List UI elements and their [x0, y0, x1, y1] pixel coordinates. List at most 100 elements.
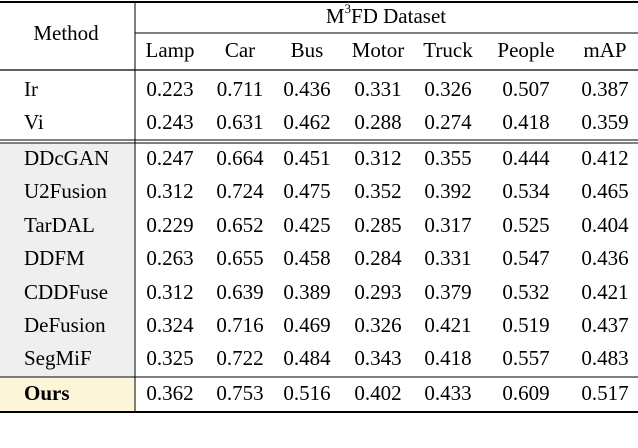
column-header: Bus	[291, 38, 324, 62]
method-name: DDcGAN	[24, 146, 109, 170]
score-cell: 0.418	[502, 110, 549, 134]
method-cell-bg	[0, 343, 135, 377]
score-cell: 0.317	[424, 213, 471, 237]
score-cell: 0.534	[502, 179, 550, 203]
score-cell: 0.418	[424, 346, 471, 370]
score-cell: 0.753	[216, 381, 263, 405]
score-cell: 0.465	[581, 179, 628, 203]
score-cell: 0.469	[283, 313, 330, 337]
score-cell: 0.722	[216, 346, 263, 370]
method-cell-bg	[0, 310, 135, 344]
dataset-prefix: M	[326, 4, 345, 28]
score-cell: 0.421	[581, 280, 628, 304]
score-cell: 0.532	[502, 280, 549, 304]
score-cell: 0.387	[581, 77, 628, 101]
score-cell: 0.326	[424, 77, 471, 101]
score-cell: 0.484	[283, 346, 331, 370]
score-cell: 0.519	[502, 313, 549, 337]
score-cell: 0.724	[216, 179, 264, 203]
score-cell: 0.437	[581, 313, 628, 337]
method-name: DDFM	[24, 246, 85, 270]
score-cell: 0.631	[216, 110, 263, 134]
method-name: TarDAL	[24, 213, 95, 237]
score-cell: 0.352	[354, 179, 401, 203]
score-cell: 0.475	[283, 179, 330, 203]
score-cell: 0.285	[354, 213, 401, 237]
method-cell-bg	[0, 144, 135, 177]
score-cell: 0.609	[502, 381, 549, 405]
score-cell: 0.229	[146, 213, 193, 237]
score-cell: 0.284	[354, 246, 402, 270]
column-header: Car	[225, 38, 255, 62]
method-name: Ir	[24, 77, 38, 101]
method-name: CDDFuse	[24, 280, 108, 304]
column-header: Lamp	[146, 38, 195, 62]
dataset-superscript: 3	[345, 1, 352, 16]
score-cell: 0.343	[354, 346, 401, 370]
score-cell: 0.223	[146, 77, 193, 101]
score-cell: 0.392	[424, 179, 471, 203]
method-cell-bg	[0, 176, 135, 210]
score-cell: 0.458	[283, 246, 330, 270]
method-name: U2Fusion	[24, 179, 107, 203]
score-cell: 0.652	[216, 213, 263, 237]
score-cell: 0.436	[283, 77, 330, 101]
column-header: Truck	[423, 38, 473, 62]
score-cell: 0.412	[581, 146, 628, 170]
method-cell-bg	[0, 277, 135, 311]
method-name: Ours	[24, 381, 70, 405]
score-cell: 0.312	[146, 280, 193, 304]
score-cell: 0.312	[146, 179, 193, 203]
score-cell: 0.483	[581, 346, 628, 370]
score-cell: 0.331	[354, 77, 401, 101]
score-cell: 0.247	[146, 146, 193, 170]
score-cell: 0.517	[581, 381, 628, 405]
score-cell: 0.324	[146, 313, 194, 337]
score-cell: 0.421	[424, 313, 471, 337]
score-cell: 0.389	[283, 280, 330, 304]
score-cell: 0.516	[283, 381, 330, 405]
column-header: mAP	[583, 38, 626, 62]
score-cell: 0.404	[581, 213, 629, 237]
score-cell: 0.664	[216, 146, 264, 170]
method-name: DeFusion	[24, 313, 106, 337]
score-cell: 0.716	[216, 313, 263, 337]
score-cell: 0.557	[502, 346, 549, 370]
score-cell: 0.451	[283, 146, 330, 170]
method-name: SegMiF	[24, 346, 92, 370]
score-cell: 0.362	[146, 381, 193, 405]
column-header: Motor	[352, 38, 405, 62]
score-cell: 0.243	[146, 110, 193, 134]
dataset-header: M3FD Dataset	[326, 1, 446, 28]
score-cell: 0.433	[424, 381, 471, 405]
score-cell: 0.274	[424, 110, 472, 134]
score-cell: 0.325	[146, 346, 193, 370]
method-cell-bg	[0, 243, 135, 277]
score-cell: 0.425	[283, 213, 330, 237]
method-name: Vi	[24, 110, 44, 134]
score-cell: 0.326	[354, 313, 401, 337]
column-header: People	[497, 38, 554, 62]
score-cell: 0.293	[354, 280, 401, 304]
score-cell: 0.312	[354, 146, 401, 170]
score-cell: 0.331	[424, 246, 471, 270]
score-cell: 0.402	[354, 381, 401, 405]
score-cell: 0.263	[146, 246, 193, 270]
score-cell: 0.379	[424, 280, 471, 304]
method-cell-bg	[0, 378, 135, 411]
dataset-suffix: FD Dataset	[351, 4, 446, 28]
score-cell: 0.436	[581, 246, 628, 270]
score-cell: 0.444	[502, 146, 550, 170]
score-cell: 0.507	[502, 77, 549, 101]
method-header: Method	[33, 21, 99, 45]
score-cell: 0.525	[502, 213, 549, 237]
score-cell: 0.547	[502, 246, 549, 270]
score-cell: 0.355	[424, 146, 471, 170]
score-cell: 0.359	[581, 110, 628, 134]
method-cell-bg	[0, 210, 135, 244]
score-cell: 0.711	[217, 77, 263, 101]
score-cell: 0.639	[216, 280, 263, 304]
score-cell: 0.655	[216, 246, 263, 270]
score-cell: 0.462	[283, 110, 330, 134]
